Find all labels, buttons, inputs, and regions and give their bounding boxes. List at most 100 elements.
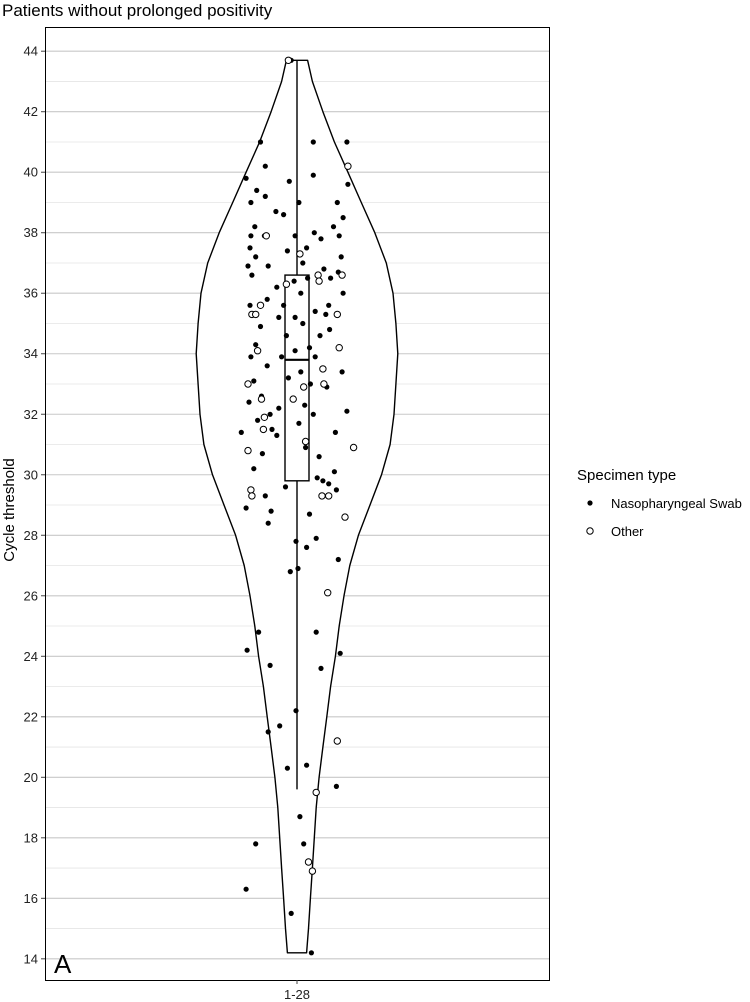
y-tick-label: 36: [24, 286, 38, 301]
point-nasopharyngeal-swab: [282, 484, 289, 490]
y-tick-label: 26: [24, 588, 38, 603]
point-nasopharyngeal-swab: [340, 215, 346, 221]
point-nasopharyngeal-swab: [245, 263, 251, 269]
point-nasopharyngeal-swab: [313, 629, 319, 635]
point-nasopharyngeal-swab: [248, 199, 254, 206]
legend-key-open-circle: [586, 527, 594, 535]
point-other: [314, 271, 322, 279]
point-nasopharyngeal-swab: [265, 729, 271, 735]
point-nasopharyngeal-swab: [328, 275, 334, 281]
point-other: [338, 271, 346, 279]
point-nasopharyngeal-swab: [323, 311, 329, 317]
point-other: [325, 492, 333, 500]
legend-title: Specimen type: [577, 467, 676, 484]
point-nasopharyngeal-swab: [276, 405, 282, 411]
point-nasopharyngeal-swab: [255, 417, 261, 423]
point-nasopharyngeal-swab: [244, 647, 250, 653]
point-other: [335, 344, 343, 352]
point-nasopharyngeal-swab: [286, 178, 292, 184]
point-nasopharyngeal-swab: [313, 535, 319, 541]
point-nasopharyngeal-swab: [331, 469, 337, 475]
point-nasopharyngeal-swab: [296, 199, 302, 206]
point-nasopharyngeal-swab: [327, 326, 333, 333]
chart-title: Patients without prolonged positivity: [2, 1, 273, 20]
point-other: [289, 395, 297, 403]
point-nasopharyngeal-swab: [253, 342, 259, 348]
point-other: [315, 277, 323, 285]
point-nasopharyngeal-swab: [320, 478, 326, 484]
point-nasopharyngeal-swab: [264, 363, 270, 369]
point-nasopharyngeal-swab: [262, 493, 268, 499]
x-axis-ticks: 1-28: [284, 980, 310, 1002]
point-other: [344, 162, 352, 170]
y-tick-label: 38: [24, 225, 38, 240]
point-other: [318, 492, 326, 500]
point-nasopharyngeal-swab: [300, 260, 306, 266]
point-nasopharyngeal-swab: [288, 910, 294, 917]
legend-entries: Nasopharyngeal Swab Other: [586, 496, 742, 539]
point-nasopharyngeal-swab: [268, 508, 274, 514]
point-nasopharyngeal-swab: [307, 381, 313, 387]
point-nasopharyngeal-swab: [291, 278, 297, 284]
point-nasopharyngeal-swab: [298, 290, 304, 296]
point-other: [259, 425, 268, 434]
point-nasopharyngeal-swab: [340, 290, 346, 296]
point-nasopharyngeal-swab: [254, 187, 260, 193]
point-nasopharyngeal-swab: [267, 662, 273, 669]
y-tick-label: 14: [24, 951, 38, 966]
point-nasopharyngeal-swab: [298, 369, 304, 375]
point-nasopharyngeal-swab: [246, 399, 252, 405]
point-nasopharyngeal-swab: [344, 408, 350, 414]
point-nasopharyngeal-swab: [306, 511, 313, 517]
x-tick-label: 1-28: [284, 987, 310, 1002]
point-nasopharyngeal-swab: [293, 708, 299, 714]
point-nasopharyngeal-swab: [277, 723, 283, 729]
point-nasopharyngeal-swab: [284, 765, 290, 771]
y-tick-label: 16: [24, 891, 38, 906]
y-tick-label: 24: [24, 649, 38, 664]
y-axis-ticks: 14 16 18 20 22 24 26 28 30 32 34 36 38 40 42 44: [24, 44, 45, 966]
point-nasopharyngeal-swab: [247, 245, 253, 251]
point-nasopharyngeal-swab: [249, 272, 255, 278]
point-nasopharyngeal-swab: [303, 444, 309, 451]
point-nasopharyngeal-swab: [243, 505, 249, 511]
point-nasopharyngeal-swab: [238, 429, 244, 435]
point-nasopharyngeal-swab: [336, 233, 342, 239]
legend-key-filled-circle: [587, 500, 593, 506]
point-nasopharyngeal-swab: [292, 348, 298, 354]
point-nasopharyngeal-swab: [264, 296, 270, 302]
point-nasopharyngeal-swab: [312, 308, 318, 314]
points-layer: [238, 56, 358, 956]
point-nasopharyngeal-swab: [269, 426, 275, 432]
point-nasopharyngeal-swab: [243, 886, 249, 892]
point-nasopharyngeal-swab: [265, 520, 271, 526]
point-other: [296, 250, 304, 258]
point-nasopharyngeal-swab: [334, 199, 340, 206]
legend-label: Other: [611, 524, 644, 539]
point-other: [304, 858, 313, 866]
point-other: [256, 301, 265, 309]
point-nasopharyngeal-swab: [310, 411, 316, 417]
point-nasopharyngeal-swab: [316, 454, 322, 460]
point-nasopharyngeal-swab: [317, 333, 323, 339]
point-nasopharyngeal-swab: [318, 665, 324, 672]
point-nasopharyngeal-swab: [345, 181, 351, 187]
point-other: [284, 56, 293, 64]
point-nasopharyngeal-swab: [267, 411, 273, 417]
point-nasopharyngeal-swab: [287, 569, 293, 575]
y-tick-label: 28: [24, 528, 38, 543]
point-nasopharyngeal-swab: [292, 233, 298, 239]
point-nasopharyngeal-swab: [276, 314, 282, 320]
legend-label: Nasopharyngeal Swab: [611, 496, 742, 511]
point-other: [253, 347, 262, 355]
point-nasopharyngeal-swab: [283, 333, 289, 339]
point-nasopharyngeal-swab: [308, 950, 314, 956]
point-nasopharyngeal-swab: [305, 275, 311, 281]
point-nasopharyngeal-swab: [311, 230, 317, 236]
point-nasopharyngeal-swab: [293, 538, 299, 544]
point-nasopharyngeal-swab: [332, 429, 338, 435]
point-nasopharyngeal-swab: [243, 175, 249, 181]
point-other: [282, 280, 291, 288]
y-tick-label: 20: [24, 770, 38, 785]
